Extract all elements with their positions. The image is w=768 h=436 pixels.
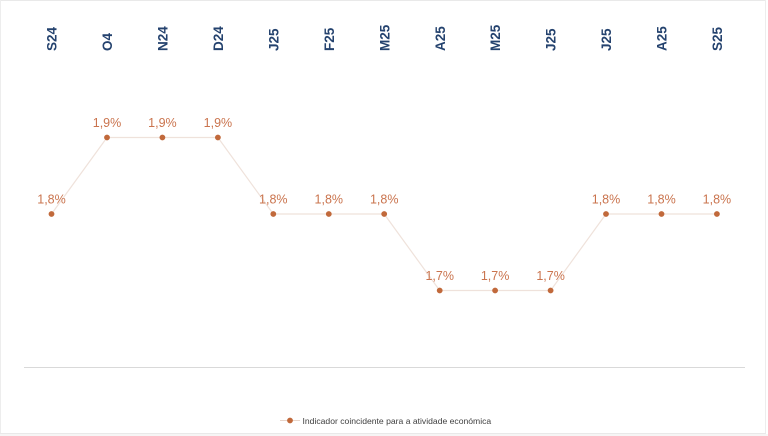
svg-text:1,8%: 1,8% — [647, 193, 676, 207]
svg-text:1,8%: 1,8% — [703, 193, 732, 207]
svg-text:N24: N24 — [155, 26, 170, 51]
svg-text:1,8%: 1,8% — [592, 193, 621, 207]
svg-text:M25: M25 — [377, 24, 392, 51]
svg-text:J25: J25 — [599, 28, 614, 51]
svg-text:Indicador coincidente para a a: Indicador coincidente para a atividade e… — [303, 416, 492, 426]
svg-text:M25: M25 — [488, 24, 503, 51]
svg-text:1,8%: 1,8% — [370, 193, 399, 207]
svg-text:1,9%: 1,9% — [148, 116, 177, 130]
svg-text:A25: A25 — [655, 26, 670, 51]
svg-text:1,8%: 1,8% — [259, 193, 288, 207]
svg-text:1,7%: 1,7% — [481, 269, 510, 283]
svg-text:1,7%: 1,7% — [425, 269, 454, 283]
svg-text:O4: O4 — [100, 32, 115, 51]
svg-text:F25: F25 — [322, 27, 337, 51]
svg-text:J25: J25 — [266, 28, 281, 51]
svg-text:S25: S25 — [710, 26, 725, 51]
svg-text:S24: S24 — [45, 26, 60, 51]
svg-text:1,9%: 1,9% — [204, 116, 233, 130]
svg-text:1,8%: 1,8% — [37, 193, 66, 207]
svg-text:J25: J25 — [544, 28, 559, 51]
svg-text:1,9%: 1,9% — [93, 116, 122, 130]
svg-text:A25: A25 — [433, 26, 448, 51]
svg-text:1,7%: 1,7% — [536, 269, 565, 283]
svg-text:D24: D24 — [211, 26, 226, 51]
svg-text:1,8%: 1,8% — [315, 193, 344, 207]
